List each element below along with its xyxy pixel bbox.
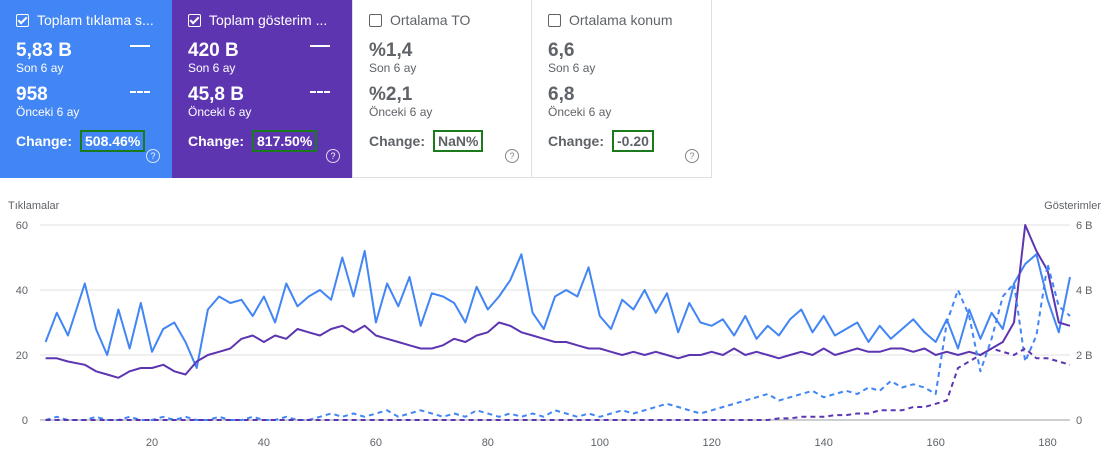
change-row: Change: NaN% — [369, 130, 484, 152]
checkbox-unchecked-icon[interactable] — [548, 13, 561, 27]
help-icon[interactable]: ? — [505, 149, 519, 163]
current-value: 420 B — [188, 40, 239, 61]
left-tick-label: 0 — [22, 415, 28, 427]
current-period-label: Son 6 ay — [548, 61, 596, 75]
previous-value: 6,8 — [548, 84, 575, 105]
right-tick-label: 6 B — [1076, 220, 1093, 232]
previous-value: 958 — [16, 84, 48, 105]
dashed-line-legend-icon — [130, 91, 150, 93]
x-tick-label: 160 — [926, 437, 944, 449]
change-label: Change: — [188, 133, 244, 149]
help-icon[interactable]: ? — [685, 149, 699, 163]
current-period-label: Son 6 ay — [16, 61, 64, 75]
card-total-impressions[interactable]: Toplam gösterim ... 420 B Son 6 ay 45,8 … — [172, 0, 352, 178]
solid-line-legend-icon — [130, 45, 150, 47]
previous-period-label: Önceki 6 ay — [548, 105, 612, 119]
checkbox-checked-icon[interactable] — [16, 13, 29, 27]
x-tick-label: 20 — [146, 437, 158, 449]
change-row: Change: -0.20 — [548, 130, 654, 152]
card-header: Toplam tıklama s... — [16, 12, 156, 28]
checkbox-checked-icon[interactable] — [188, 13, 201, 27]
previous-period-label: Önceki 6 ay — [188, 105, 252, 119]
x-tick-label: 80 — [482, 437, 494, 449]
x-tick-label: 60 — [370, 437, 382, 449]
card-average-position[interactable]: Ortalama konum 6,6 Son 6 ay 6,8 Önceki 6… — [532, 0, 712, 178]
dashed-line-legend-icon — [310, 91, 330, 93]
previous-value: 45,8 B — [188, 84, 244, 105]
previous-value: %2,1 — [369, 84, 413, 105]
change-label: Change: — [16, 133, 72, 149]
change-label: Change: — [369, 133, 425, 149]
card-title: Toplam tıklama s... — [37, 12, 154, 28]
card-header: Ortalama TO — [369, 12, 515, 28]
current-value: 5,83 B — [16, 40, 72, 61]
x-tick-label: 120 — [703, 437, 721, 449]
left-tick-label: 20 — [16, 350, 28, 362]
card-average-ctr[interactable]: Ortalama TO %1,4 Son 6 ay %2,1 Önceki 6 … — [352, 0, 532, 178]
series-line-0 — [44, 250, 1071, 369]
x-tick-label: 40 — [258, 437, 270, 449]
solid-line-legend-icon — [310, 45, 330, 47]
x-tick-label: 140 — [815, 437, 833, 449]
change-row: Change: 817.50% — [188, 130, 318, 152]
card-title: Ortalama TO — [390, 12, 471, 28]
change-value: 817.50% — [252, 130, 318, 152]
card-title: Toplam gösterim ... — [209, 12, 328, 28]
x-tick-label: 100 — [591, 437, 609, 449]
card-total-clicks[interactable]: Toplam tıklama s... 5,83 B Son 6 ay 958 … — [0, 0, 172, 178]
series-line-1 — [45, 224, 1071, 379]
left-tick-label: 40 — [16, 285, 28, 297]
current-value: 6,6 — [548, 40, 575, 61]
change-label: Change: — [548, 133, 604, 149]
help-icon[interactable]: ? — [146, 149, 160, 163]
x-tick-label: 180 — [1038, 437, 1056, 449]
series-line-3 — [45, 347, 1071, 421]
card-title: Ortalama konum — [569, 12, 673, 28]
right-tick-label: 4 B — [1076, 285, 1093, 297]
left-axis-title: Tıklamalar — [8, 200, 60, 212]
checkbox-unchecked-icon[interactable] — [369, 13, 382, 27]
help-icon[interactable]: ? — [326, 149, 340, 163]
change-row: Change: 508.46% — [16, 130, 146, 152]
right-tick-label: 0 — [1076, 415, 1082, 427]
right-tick-label: 2 B — [1076, 350, 1093, 362]
left-tick-label: 60 — [16, 220, 28, 232]
previous-period-label: Önceki 6 ay — [16, 105, 80, 119]
change-value: 508.46% — [80, 130, 146, 152]
change-value: NaN% — [433, 130, 484, 152]
current-period-label: Son 6 ay — [188, 61, 236, 75]
right-axis-title: Gösterimler — [1044, 200, 1101, 212]
current-period-label: Son 6 ay — [369, 61, 417, 75]
current-value: %1,4 — [369, 40, 413, 61]
series-line-2 — [45, 263, 1071, 421]
card-header: Toplam gösterim ... — [188, 12, 336, 28]
card-header: Ortalama konum — [548, 12, 695, 28]
previous-period-label: Önceki 6 ay — [369, 105, 433, 119]
change-value: -0.20 — [612, 130, 654, 152]
